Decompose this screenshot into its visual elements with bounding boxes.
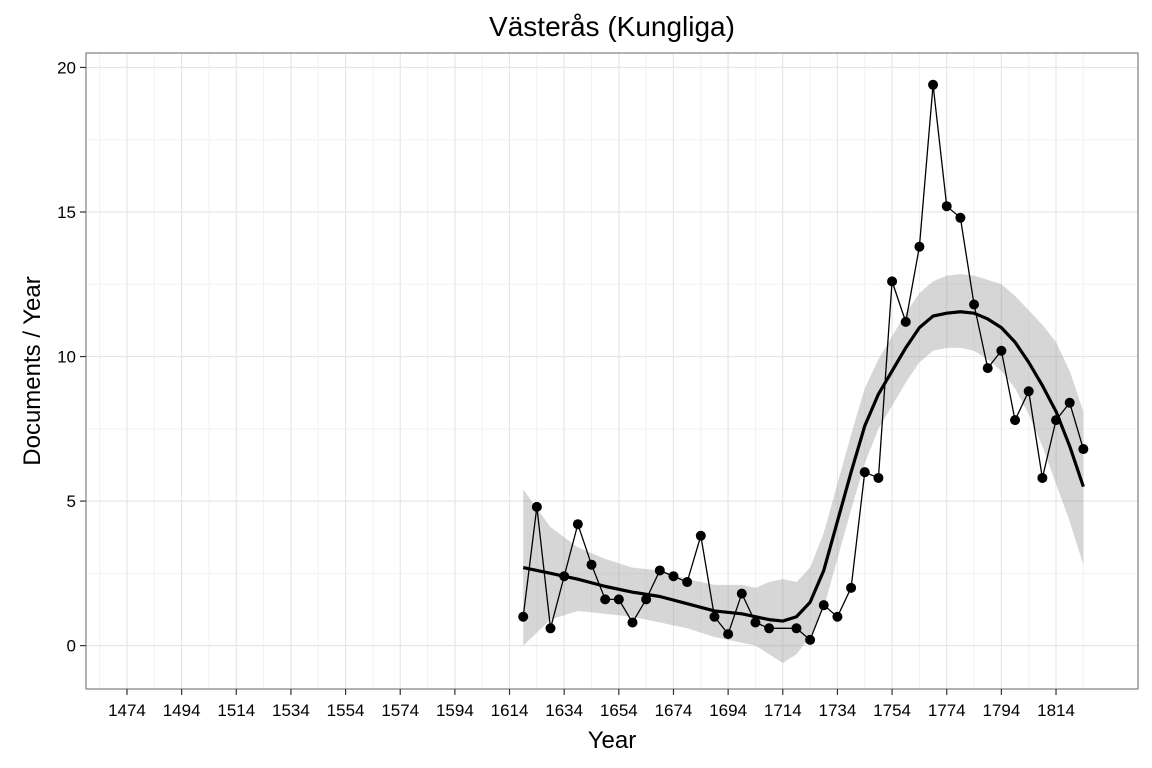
data-point [1064, 397, 1075, 408]
y-tick-label: 0 [67, 637, 76, 656]
x-tick-label: 1514 [217, 701, 255, 720]
plot-border [85, 52, 1139, 690]
x-axis-title: Year [588, 727, 637, 754]
x-tick-label: 1474 [108, 701, 146, 720]
y-axis-title: Documents / Year [19, 276, 46, 465]
data-point [887, 276, 898, 287]
data-point [805, 634, 816, 645]
x-tick-label: 1634 [545, 701, 583, 720]
confidence-ribbon [523, 274, 1084, 663]
x-tick-label: 1494 [163, 701, 201, 720]
data-point [600, 594, 611, 605]
data-point [832, 611, 843, 622]
y-tick-label: 15 [57, 203, 76, 222]
data-point [1078, 444, 1089, 455]
data-point [654, 565, 665, 576]
data-point [955, 212, 966, 223]
data-point [682, 577, 693, 588]
x-axis: 1474 1494 1514 1534 1554 1574 1594 1614 1634 1654… [108, 689, 1075, 720]
x-tick-label: 1734 [819, 701, 857, 720]
y-tick-label: 5 [67, 492, 76, 511]
data-point [723, 629, 734, 640]
data-points [518, 79, 1089, 645]
data-point [846, 582, 857, 593]
data-point [750, 617, 761, 628]
y-axis: 0 5 10 15 20 [57, 58, 86, 656]
data-point [818, 600, 829, 611]
data-point [1010, 415, 1021, 426]
data-point [969, 299, 980, 310]
y-tick-label: 10 [57, 348, 76, 367]
x-tick-label: 1754 [873, 701, 911, 720]
data-point [736, 588, 747, 599]
data-point [914, 241, 925, 252]
smooth-trend-line [522, 310, 1085, 623]
plot-background [86, 53, 1138, 689]
data-point [613, 594, 624, 605]
data-point [791, 623, 802, 634]
data-point [996, 345, 1007, 356]
data-point [764, 623, 775, 634]
x-tick-label: 1774 [928, 701, 966, 720]
data-point [1051, 415, 1062, 426]
data-point [572, 519, 583, 530]
confidence-band [523, 274, 1084, 663]
data-point [641, 594, 652, 605]
data-point [873, 472, 884, 483]
data-point [859, 467, 870, 478]
data-point [559, 571, 570, 582]
x-tick-label: 1814 [1037, 701, 1075, 720]
x-tick-label: 1794 [982, 701, 1020, 720]
x-tick-label: 1574 [381, 701, 419, 720]
data-point [531, 501, 542, 512]
data-point [928, 79, 939, 90]
data-point [518, 611, 529, 622]
data-point [941, 201, 952, 212]
data-point [900, 316, 911, 327]
x-tick-label: 1554 [327, 701, 365, 720]
x-tick-label: 1654 [600, 701, 638, 720]
x-tick-label: 1694 [709, 701, 747, 720]
x-tick-label: 1714 [764, 701, 802, 720]
data-point [545, 623, 556, 634]
data-point [586, 559, 597, 570]
y-tick-label: 20 [57, 58, 76, 77]
data-point [627, 617, 638, 628]
data-point [709, 611, 720, 622]
data-point [1023, 386, 1034, 397]
chart-title: Västerås (Kungliga) [489, 11, 735, 42]
data-point [982, 363, 993, 374]
x-tick-label: 1534 [272, 701, 310, 720]
x-tick-label: 1674 [655, 701, 693, 720]
x-tick-label: 1614 [491, 701, 529, 720]
data-point [668, 571, 679, 582]
data-point [1037, 472, 1048, 483]
x-tick-label: 1594 [436, 701, 474, 720]
data-point [695, 530, 706, 541]
gridlines [86, 53, 1138, 689]
